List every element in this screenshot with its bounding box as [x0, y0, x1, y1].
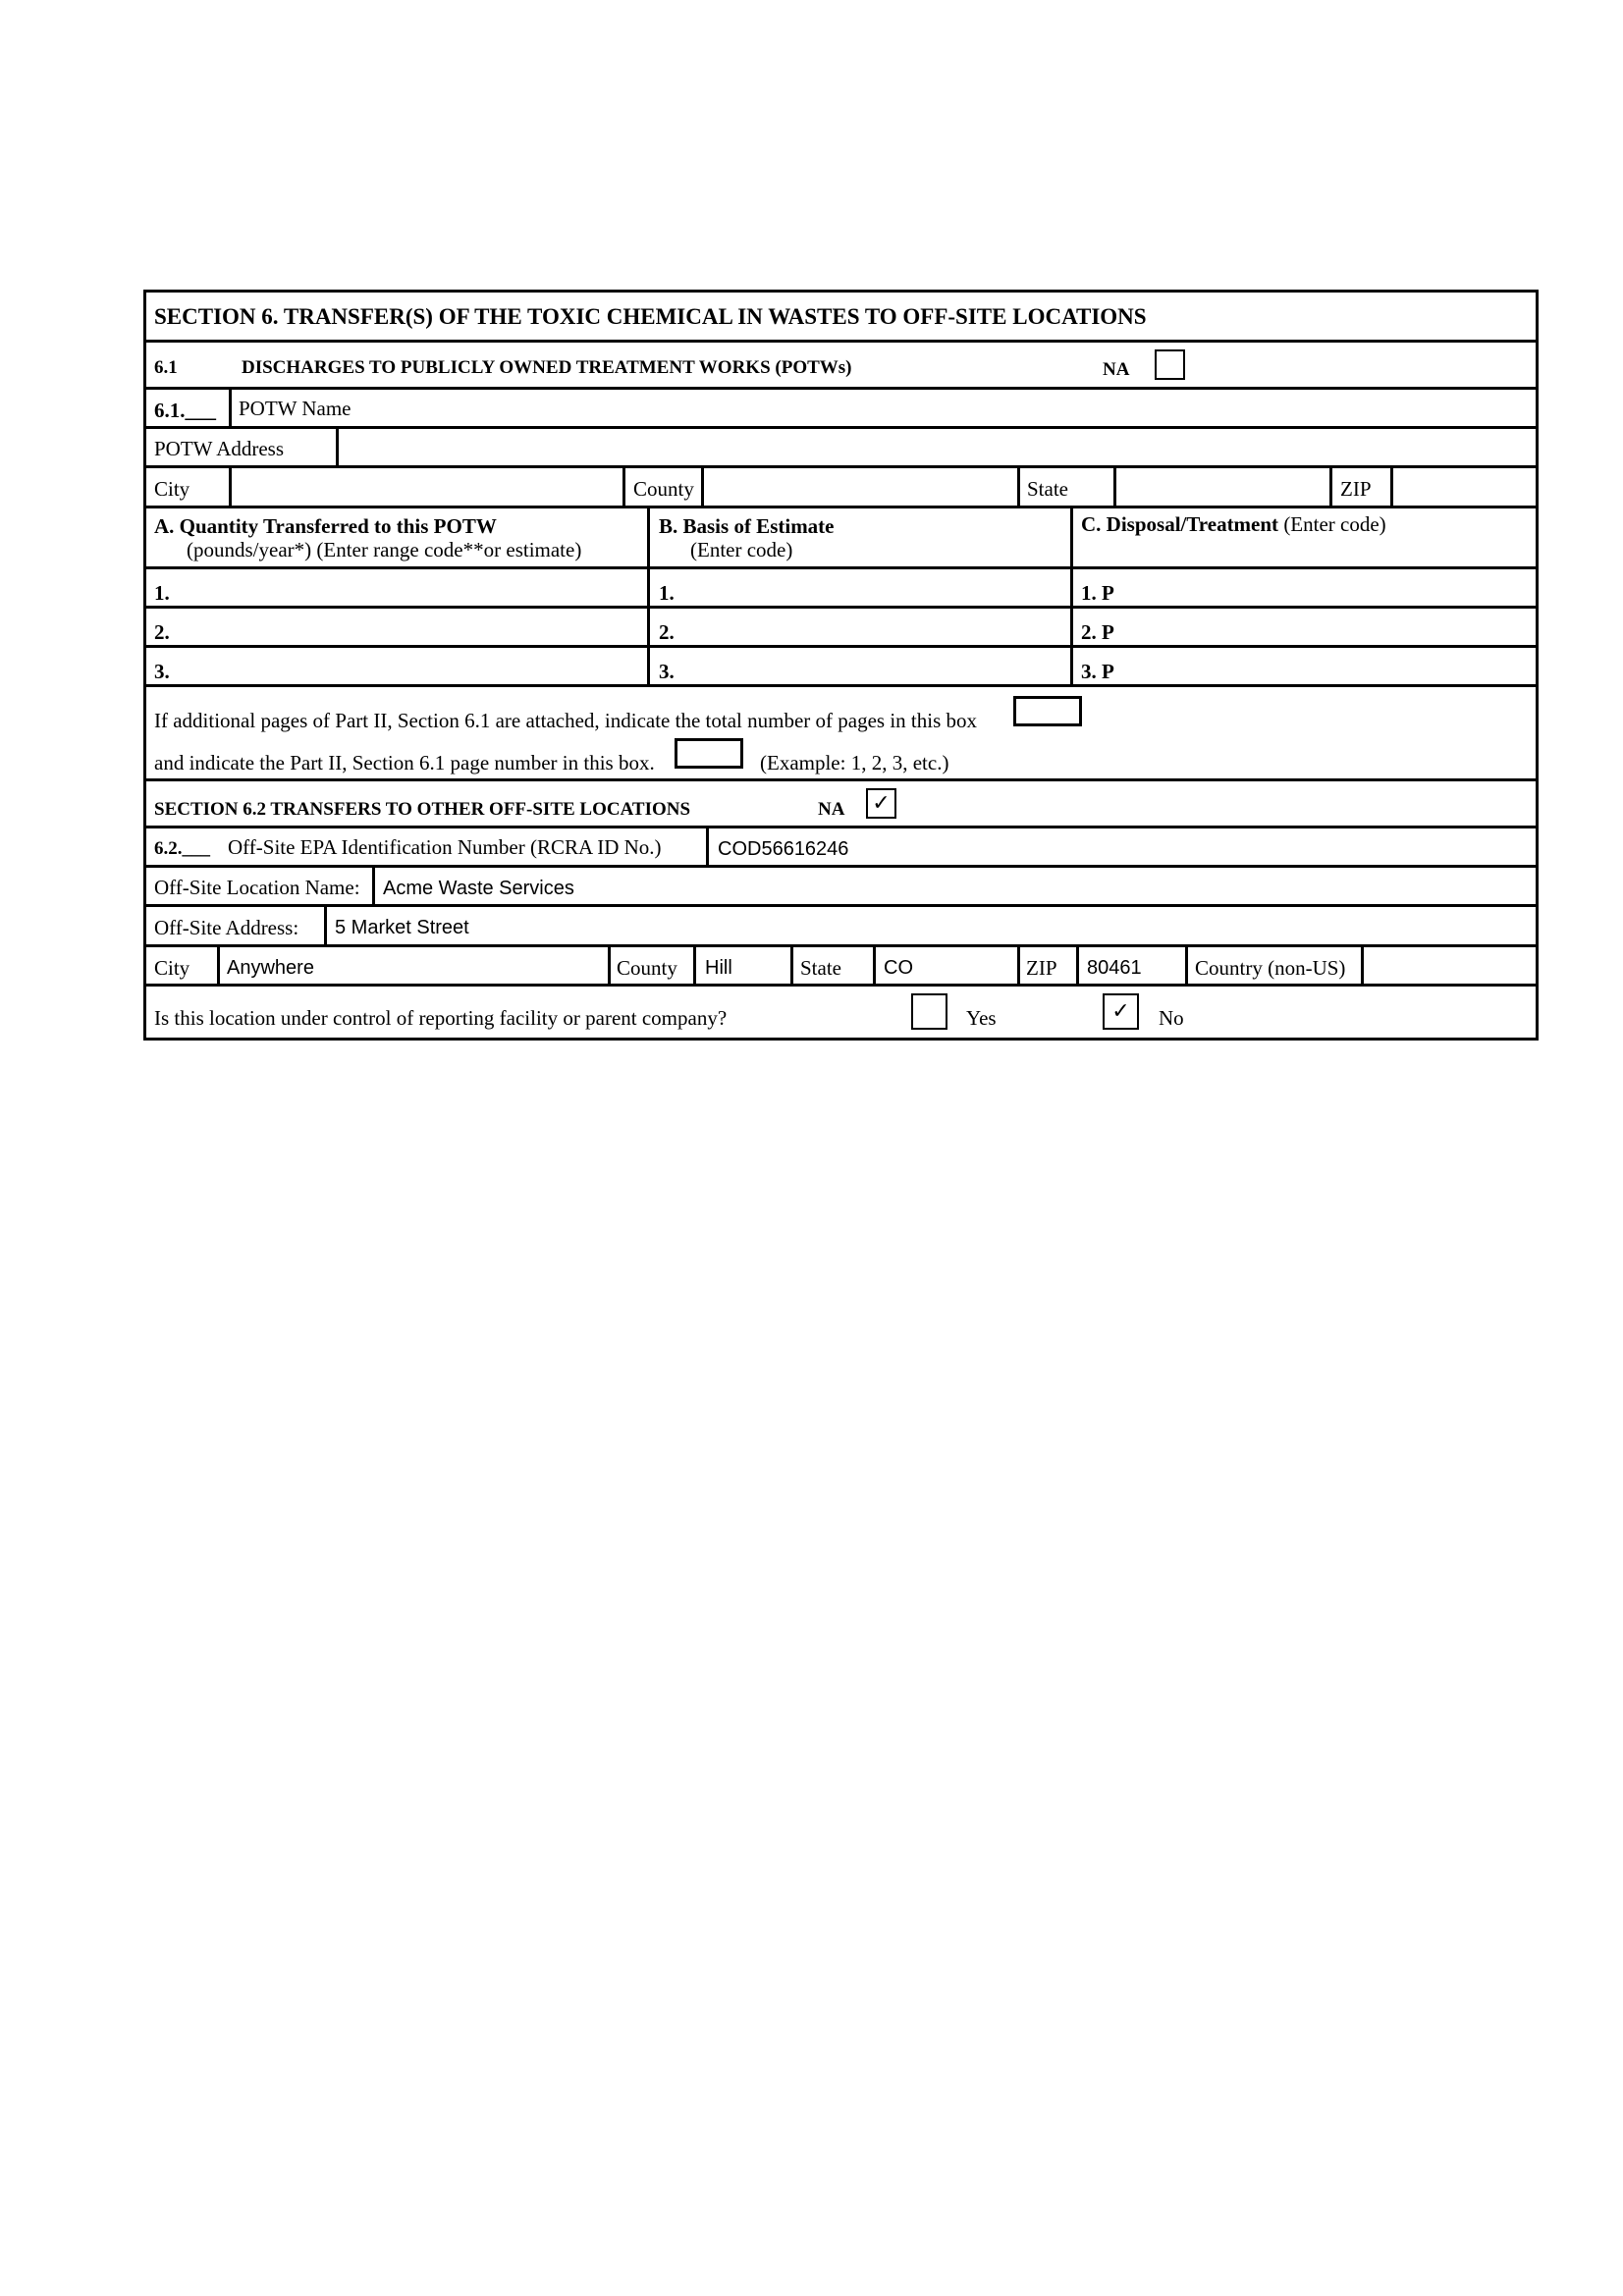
divider — [229, 387, 232, 428]
control-question: Is this location under control of report… — [154, 1006, 728, 1030]
control-no-label: No — [1159, 1006, 1184, 1030]
divider — [693, 944, 696, 986]
row-1-c[interactable]: 1. P — [1081, 581, 1114, 605]
section-6-1-na-label: NA — [1103, 359, 1130, 380]
divider — [143, 904, 1539, 907]
divider — [1361, 944, 1364, 986]
row-1-b[interactable]: 1. — [659, 581, 675, 605]
form-border — [143, 290, 1539, 1041]
potw-zip-label: ZIP — [1340, 477, 1372, 501]
row-3-c[interactable]: 3. P — [1081, 660, 1114, 683]
col-b-subtitle: (Enter code) — [690, 538, 793, 561]
offsite-zip-label: ZIP — [1026, 956, 1057, 980]
location-name-label: Off-Site Location Name: — [154, 876, 360, 899]
divider — [143, 984, 1539, 987]
additional-pages-text: If additional pages of Part II, Section … — [154, 709, 977, 732]
divider — [336, 426, 339, 467]
divider — [143, 506, 1539, 508]
offsite-county-field[interactable]: Hill — [705, 957, 732, 979]
row-3-a[interactable]: 3. — [154, 660, 170, 683]
epa-id-field[interactable]: COD56616246 — [718, 838, 849, 860]
potw-state-label: State — [1027, 477, 1068, 501]
divider — [1017, 465, 1020, 507]
divider — [647, 506, 650, 686]
section-6-2-na-checkbox[interactable]: ✓ — [866, 788, 896, 819]
divider — [143, 645, 1539, 648]
divider — [143, 944, 1539, 947]
divider — [1076, 944, 1079, 986]
divider — [143, 340, 1539, 343]
col-a-title: A. Quantity Transferred to this POTW — [154, 514, 497, 538]
offsite-zip-field[interactable]: 80461 — [1087, 957, 1142, 979]
col-c-title-main: C. Disposal/Treatment — [1081, 512, 1279, 536]
divider — [1070, 506, 1073, 686]
offsite-item-number: 6.2.___ — [154, 838, 210, 859]
offsite-address-field[interactable]: 5 Market Street — [335, 917, 469, 938]
control-no-checkbox[interactable]: ✓ — [1103, 993, 1139, 1030]
divider — [217, 944, 220, 986]
control-yes-checkbox[interactable] — [911, 993, 947, 1030]
potw-county-label: County — [633, 477, 694, 501]
check-icon: ✓ — [1111, 999, 1130, 1024]
divider — [143, 387, 1539, 390]
control-yes-label: Yes — [966, 1006, 997, 1030]
divider — [143, 684, 1539, 687]
divider — [1017, 944, 1020, 986]
divider — [790, 944, 793, 986]
row-2-c[interactable]: 2. P — [1081, 620, 1114, 644]
divider — [143, 778, 1539, 781]
divider — [143, 606, 1539, 609]
section-6-title: SECTION 6. TRANSFER(S) OF THE TOXIC CHEM… — [154, 304, 1147, 329]
row-2-b[interactable]: 2. — [659, 620, 675, 644]
potw-address-label: POTW Address — [154, 437, 285, 460]
page-number-text: and indicate the Part II, Section 6.1 pa… — [154, 751, 655, 774]
offsite-city-label: City — [154, 956, 190, 980]
total-pages-box[interactable] — [1013, 696, 1082, 726]
section-6-2-na-label: NA — [818, 799, 845, 820]
divider — [701, 465, 704, 507]
potw-city-label: City — [154, 477, 190, 501]
col-c-title-sub: (Enter code) — [1283, 512, 1386, 536]
row-2-a[interactable]: 2. — [154, 620, 170, 644]
offsite-county-label: County — [617, 956, 677, 980]
divider — [143, 566, 1539, 569]
divider — [706, 826, 709, 867]
divider — [229, 465, 232, 507]
col-b-title: B. Basis of Estimate — [659, 514, 835, 538]
offsite-address-label: Off-Site Address: — [154, 916, 299, 939]
section-6-1-number: 6.1 — [154, 357, 178, 378]
col-c-title: C. Disposal/Treatment (Enter code) — [1081, 514, 1386, 535]
divider — [622, 465, 625, 507]
divider — [143, 426, 1539, 429]
row-3-b[interactable]: 3. — [659, 660, 675, 683]
page-example-text: (Example: 1, 2, 3, etc.) — [760, 751, 949, 774]
divider — [143, 465, 1539, 468]
potw-name-label: POTW Name — [239, 397, 352, 420]
divider — [372, 865, 375, 906]
check-icon: ✓ — [872, 791, 891, 816]
row-1-a[interactable]: 1. — [154, 581, 170, 605]
section-6-1-title: DISCHARGES TO PUBLICLY OWNED TREATMENT W… — [242, 357, 852, 378]
offsite-state-label: State — [800, 956, 841, 980]
offsite-city-field[interactable]: Anywhere — [227, 957, 314, 979]
divider — [873, 944, 876, 986]
divider — [143, 826, 1539, 828]
potw-item-number: 6.1.___ — [154, 399, 216, 422]
divider — [608, 944, 611, 986]
page-number-box[interactable] — [675, 738, 743, 769]
col-a-subtitle: (pounds/year*) (Enter range code**or est… — [187, 538, 582, 561]
section-6-2-title: SECTION 6.2 TRANSFERS TO OTHER OFF-SITE … — [154, 799, 691, 820]
divider — [1185, 944, 1188, 986]
location-name-field[interactable]: Acme Waste Services — [383, 878, 574, 899]
divider — [1329, 465, 1332, 507]
divider — [1113, 465, 1116, 507]
offsite-country-label: Country (non-US) — [1195, 956, 1346, 980]
divider — [324, 904, 327, 946]
divider — [1390, 465, 1393, 507]
epa-id-label: Off-Site EPA Identification Number (RCRA… — [228, 835, 662, 859]
offsite-state-field[interactable]: CO — [884, 957, 913, 979]
divider — [143, 865, 1539, 868]
section-6-1-na-checkbox[interactable] — [1155, 349, 1185, 380]
